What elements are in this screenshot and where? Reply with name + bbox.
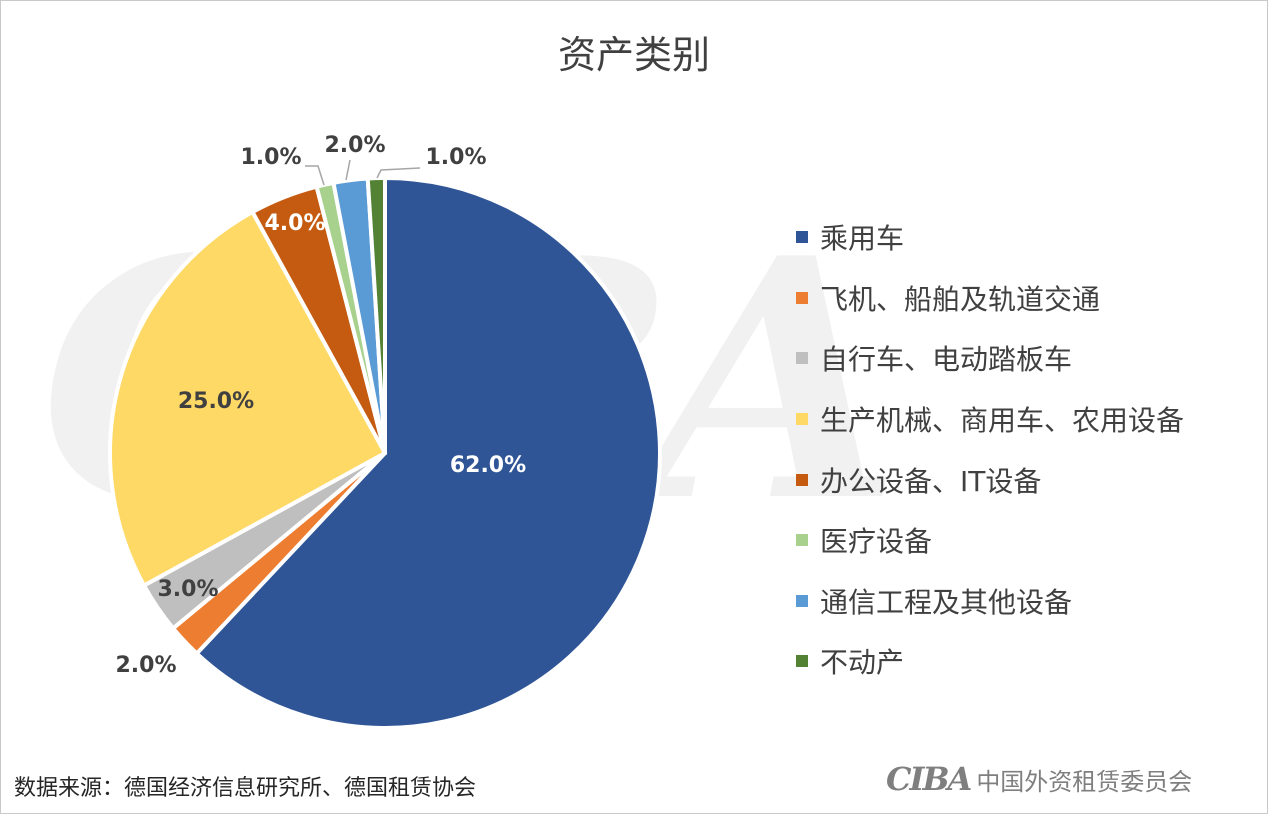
legend-item-5: 办公设备、IT设备 [796,449,1184,510]
data-label-7: 2.0% [324,133,385,158]
chart-legend: 乘用车飞机、船舶及轨道交通 自行车、电动踏板车生产机械、商用车、农用设备 办公设备、… [796,207,1184,692]
legend-item-8: 不动产 [796,631,1184,692]
legend-item-3: 自行车、电动踏板车 [796,328,1184,389]
legend-label: 生产机械、商用车、农用设备 [820,404,1185,438]
legend-swatch [796,231,808,244]
legend-item-7: 通信工程及其他设备 [796,571,1184,632]
legend-item-2: 飞机、船舶及轨道交通 [796,268,1184,329]
data-source-note: 数据来源：德国经济信息研究所、德国租赁协会 [14,776,477,801]
footer-brand: CIBA 中国外资租赁委员会 [886,760,1192,798]
legend-item-1: 乘用车 [796,207,1184,268]
data-label-5: 4.0% [264,211,325,236]
footer-org-name: 中国外资租赁委员会 [976,767,1193,796]
legend-swatch [796,352,808,365]
legend-item-4: 生产机械、商用车、农用设备 [796,389,1184,450]
leader-line-6 [305,165,325,186]
legend-label: 自行车、电动踏板车 [820,343,1073,377]
legend-swatch [796,534,808,547]
legend-swatch [796,413,808,426]
legend-label: 飞机、船舶及轨道交通 [820,282,1101,316]
pie-slice-1 [194,176,662,730]
data-label-6: 1.0% [240,145,301,170]
leader-line-8 [376,167,421,179]
legend-label: 医疗设备 [820,525,933,559]
legend-label: 乘用车 [820,222,905,256]
legend-swatch [796,594,808,607]
leader-line-7 [345,159,351,181]
legend-label: 办公设备、IT设备 [820,464,1042,498]
ciba-logo: CIBA [886,760,972,798]
legend-swatch [796,655,808,668]
data-label-3: 3.0% [157,577,218,602]
legend-label: 通信工程及其他设备 [820,585,1073,619]
data-label-4: 25.0% [178,389,254,414]
data-label-8: 1.0% [425,145,486,170]
data-label-2: 2.0% [115,653,176,678]
legend-swatch [796,291,808,304]
legend-item-6: 医疗设备 [796,510,1184,571]
pie-slice-4 [108,210,387,588]
chart-title: 资产类别 [557,33,710,77]
data-label-1: 62.0% [450,453,526,478]
pie-slice-8 [365,175,387,455]
legend-swatch [796,473,808,486]
legend-label: 不动产 [820,646,905,680]
